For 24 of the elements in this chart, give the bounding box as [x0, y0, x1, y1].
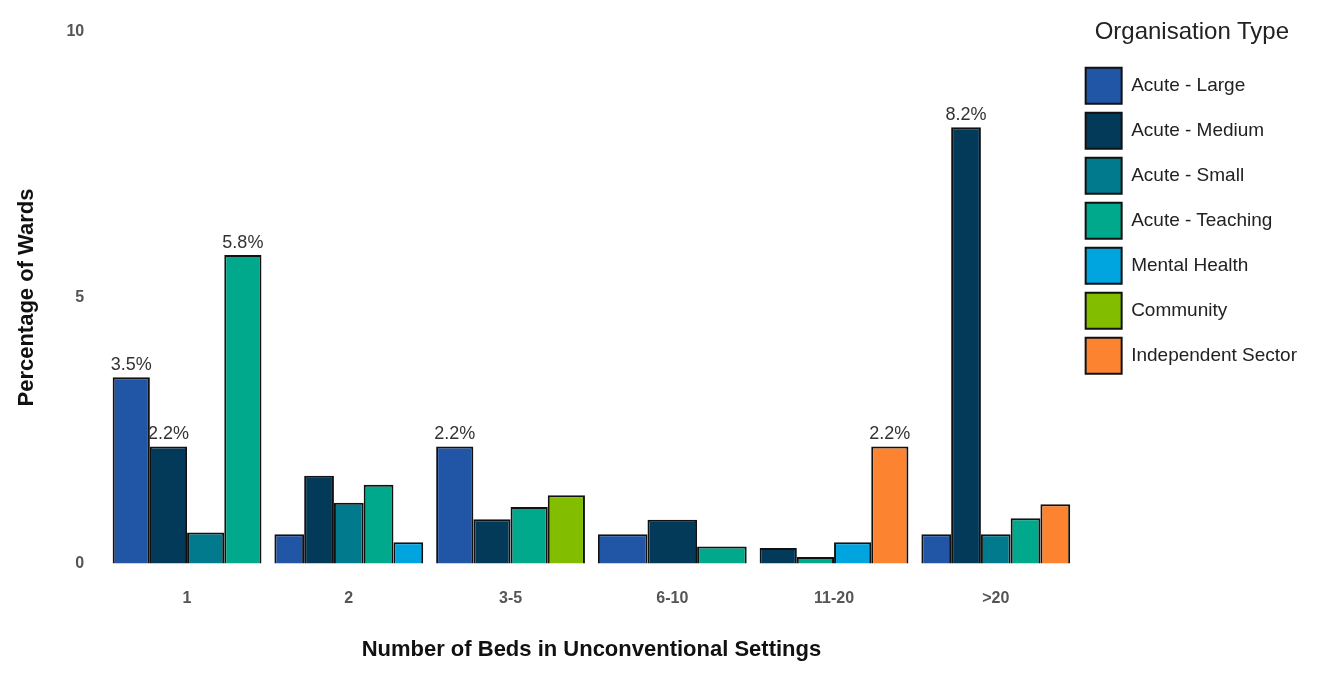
data-label: 8.2%	[945, 104, 987, 125]
legend-label: Mental Health	[1131, 254, 1249, 276]
y-tick-label: 5	[75, 287, 85, 305]
x-tick-label: 11-20	[814, 589, 855, 607]
x-tick-label: 2	[344, 589, 354, 607]
legend-label: Acute - Medium	[1131, 119, 1265, 141]
legend-title: Organisation Type	[1094, 16, 1289, 44]
legend-label: Acute - Large	[1131, 74, 1246, 96]
x-tick-label: >20	[982, 589, 1010, 607]
legend-label: Community	[1131, 299, 1228, 321]
y-tick-label: 0	[75, 553, 85, 571]
x-axis-title: Number of Beds in Unconventional Settings	[361, 635, 822, 661]
data-label: 3.5%	[110, 354, 152, 375]
x-tick-label: 3-5	[498, 589, 523, 607]
x-tick-label: 1	[182, 589, 192, 607]
data-label: 2.2%	[434, 423, 476, 444]
legend-label: Independent Sector	[1131, 344, 1298, 366]
y-axis-title: Percentage of Wards	[13, 188, 39, 407]
legend-label: Acute - Teaching	[1131, 209, 1273, 231]
legend-label: Acute - Small	[1131, 164, 1245, 186]
data-label: 2.2%	[869, 423, 911, 444]
y-tick-label: 10	[66, 22, 85, 40]
data-label: 5.8%	[222, 231, 264, 252]
x-tick-label: 6-10	[656, 589, 689, 607]
